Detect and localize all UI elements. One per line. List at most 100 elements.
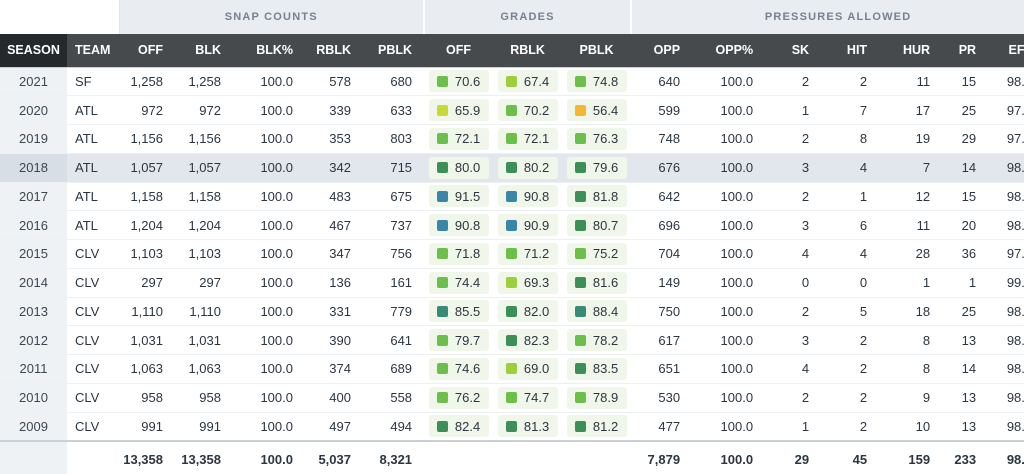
col-header-opp[interactable]: OPP [631,34,693,67]
col-header-eff[interactable]: EFF [988,34,1024,67]
hur-cell: 10 [879,412,943,442]
table-row[interactable]: 2018 ATL 1,057 1,057 100.0 342 715 80.0 80.2 79.6… [0,153,1024,183]
col-header-hit[interactable]: HIT [821,34,880,67]
rblk-cell: 347 [305,239,363,269]
team-cell: ATL [67,210,119,240]
total-rblk: 5,037 [305,439,363,474]
team-cell: ATL [67,124,119,154]
grade-color-square-icon [505,133,517,145]
eff-cell: 98.7 [988,66,1024,97]
table-row[interactable]: 2016 ATL 1,204 1,204 100.0 467 737 90.8 90.9 80.7… [0,210,1024,240]
col-header-hur[interactable]: HUR [879,34,943,67]
grade-pblk-cell: 74.8 [562,66,632,97]
grade-color-square-icon [436,334,448,346]
season-cell: 2012 [0,325,67,355]
grade-rblk-cell: 70.2 [493,95,563,125]
col-header-grade-rblk[interactable]: RBLK [493,34,563,67]
col-header-blk[interactable]: BLK [175,34,233,67]
hit-cell: 8 [821,124,880,154]
hit-cell: 2 [821,383,880,413]
col-header-grade-pblk[interactable]: PBLK [562,34,632,67]
table-row[interactable]: 2021 SF 1,258 1,258 100.0 578 680 70.6 67.4 74.8 6… [0,66,1024,97]
grade-off-badge: 79.7 [428,329,489,352]
pblk-cell: 494 [363,412,425,442]
col-header-sk[interactable]: SK [765,34,822,67]
grade-off-cell: 72.1 [424,124,494,154]
table-row[interactable]: 2020 ATL 972 972 100.0 339 633 65.9 70.2 56.4 599 1… [0,95,1024,125]
pr-cell: 14 [942,354,989,384]
season-cell: 2014 [0,268,67,298]
team-cell: CLV [67,412,119,442]
table-row[interactable]: 2013 CLV 1,110 1,110 100.0 331 779 85.5 82.0 88.4… [0,297,1024,327]
grade-rblk-value: 69.3 [523,275,550,291]
season-cell: 2009 [0,412,67,442]
grade-rblk-cell: 74.7 [493,383,563,413]
grade-rblk-badge: 72.1 [497,127,558,150]
grade-off-value: 91.5 [454,188,481,204]
col-header-rblk[interactable]: RBLK [305,34,363,67]
blk-pct-cell: 100.0 [233,325,305,355]
hit-cell: 6 [821,210,880,240]
off-cell: 991 [119,412,175,442]
season-cell: 2019 [0,124,67,154]
table-row[interactable]: 2010 CLV 958 958 100.0 400 558 76.2 74.7 78.9 530 1… [0,383,1024,413]
col-header-opp-pct[interactable]: OPP% [692,34,766,67]
grade-rblk-cell: 82.0 [493,297,563,327]
opp-pct-cell: 100.0 [692,354,766,384]
grade-off-value: 80.0 [454,160,481,176]
opp-pct-cell: 100.0 [692,383,766,413]
rblk-cell: 390 [305,325,363,355]
blk-cell: 1,204 [175,210,233,240]
grade-pblk-cell: 83.5 [562,354,632,384]
off-cell: 958 [119,383,175,413]
rblk-cell: 497 [305,412,363,442]
grade-color-square-icon [574,190,586,202]
rblk-cell: 400 [305,383,363,413]
grade-pblk-value: 76.3 [592,131,619,147]
grade-off-cell: 91.5 [424,182,494,212]
team-cell: SF [67,66,119,97]
col-header-pblk[interactable]: PBLK [363,34,425,67]
grade-rblk-badge: 69.0 [497,357,558,380]
col-header-team[interactable]: TEAM [67,34,119,67]
table-row[interactable]: 2009 CLV 991 991 100.0 497 494 82.4 81.3 81.2 477 1… [0,412,1024,442]
col-header-blk-pct[interactable]: BLK% [233,34,305,67]
opp-cell: 696 [631,210,693,240]
table-row[interactable]: 2014 CLV 297 297 100.0 136 161 74.4 69.3 81.6 149 1… [0,268,1024,298]
col-header-grade-off[interactable]: OFF [424,34,494,67]
opp-pct-cell: 100.0 [692,66,766,97]
total-eff: 98.3 [988,439,1024,474]
blk-pct-cell: 100.0 [233,182,305,212]
col-header-season[interactable]: SEASON [0,34,67,67]
grade-color-square-icon [505,190,517,202]
grade-off-badge: 70.6 [428,70,489,93]
col-header-off[interactable]: OFF [119,34,175,67]
opp-cell: 676 [631,153,693,183]
sk-cell: 2 [765,182,822,212]
pblk-cell: 756 [363,239,425,269]
opp-cell: 477 [631,412,693,442]
table-row[interactable]: 2015 CLV 1,103 1,103 100.0 347 756 71.8 71.2 75.2… [0,239,1024,269]
rblk-cell: 467 [305,210,363,240]
hur-cell: 18 [879,297,943,327]
grade-color-square-icon [436,363,448,375]
grade-pblk-cell: 78.9 [562,383,632,413]
table-row[interactable]: 2017 ATL 1,158 1,158 100.0 483 675 91.5 90.8 81.8… [0,182,1024,212]
pr-cell: 13 [942,383,989,413]
grade-color-square-icon [436,190,448,202]
sk-cell: 0 [765,268,822,298]
hur-cell: 8 [879,325,943,355]
grade-color-square-icon [505,392,517,404]
table-row[interactable]: 2019 ATL 1,156 1,156 100.0 353 803 72.1 72.1 76.3… [0,124,1024,154]
grade-off-badge: 85.5 [428,300,489,323]
table-row[interactable]: 2012 CLV 1,031 1,031 100.0 390 641 79.7 82.3 78.2… [0,325,1024,355]
pr-cell: 13 [942,325,989,355]
off-cell: 297 [119,268,175,298]
grade-color-square-icon [436,219,448,231]
pr-cell: 29 [942,124,989,154]
rblk-cell: 331 [305,297,363,327]
table-row[interactable]: 2011 CLV 1,063 1,063 100.0 374 689 74.6 69.0 83.5… [0,354,1024,384]
col-header-pr[interactable]: PR [942,34,989,67]
grade-off-badge: 71.8 [428,242,489,265]
team-cell: CLV [67,297,119,327]
